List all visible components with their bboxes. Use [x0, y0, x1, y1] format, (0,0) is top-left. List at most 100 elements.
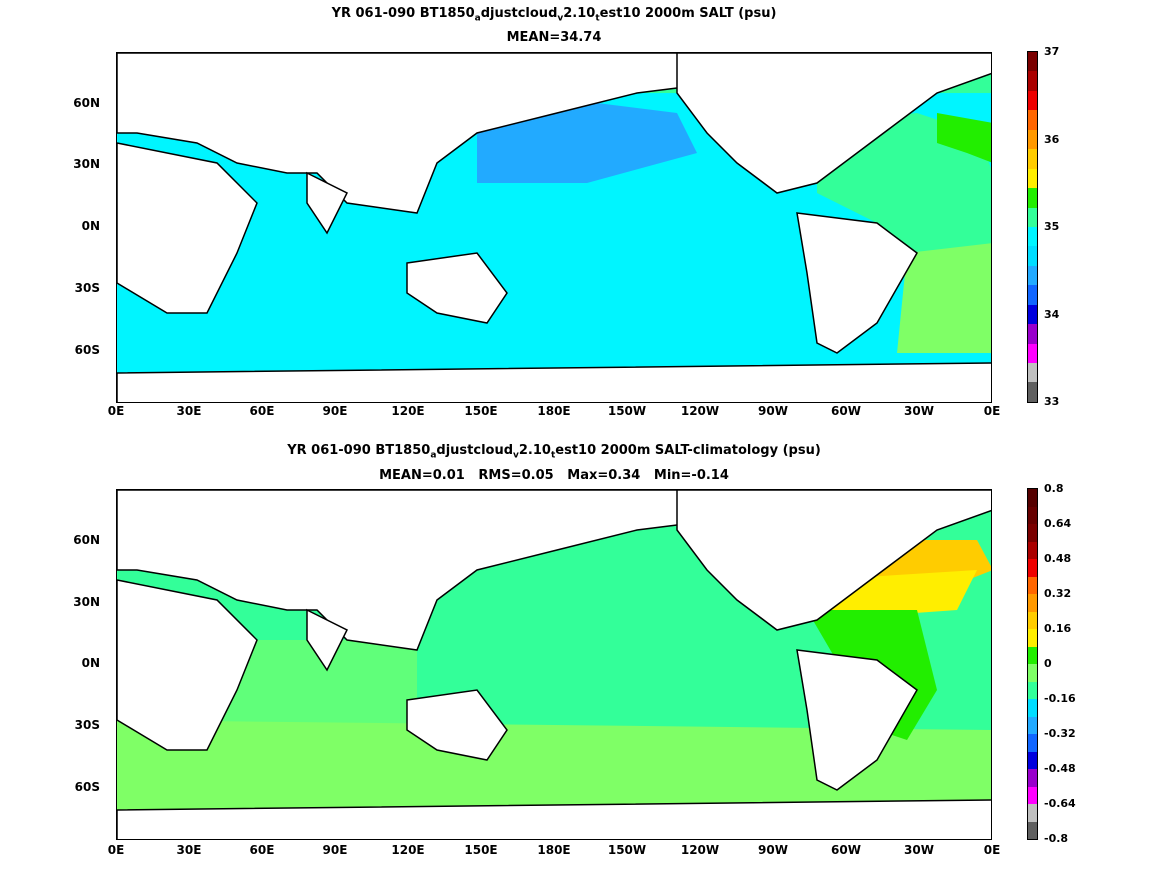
x-tick-label: 120W: [680, 843, 720, 857]
antarctica-land: [117, 362, 991, 402]
colorbar-label: 35: [1044, 220, 1060, 233]
x-tick-label: 150W: [607, 843, 647, 857]
colorbar-segment: [1028, 611, 1037, 629]
colorbar-segment: [1028, 734, 1037, 752]
south-america-land: [796, 649, 918, 791]
colorbar-label: -0.64: [1044, 797, 1076, 810]
map-plot-top: [116, 52, 992, 403]
y-tick-label: 0N: [81, 656, 100, 670]
colorbar-segment: [1028, 188, 1037, 208]
north-america-land: [676, 490, 991, 631]
chart-title-top: YR 061-090 BT1850adjustcloudv2.10test10 …: [331, 6, 777, 24]
colorbar-label: -0.48: [1044, 762, 1076, 775]
chart-title-bottom: YR 061-090 BT1850adjustcloudv2.10test10 …: [287, 443, 821, 461]
australia-land: [406, 252, 508, 324]
north-america-land: [676, 53, 991, 194]
colorbar-segment: [1028, 363, 1037, 383]
chart-subtitle-top: MEAN=34.74: [506, 30, 602, 45]
colorbar-segment: [1028, 246, 1037, 266]
colorbar-segment: [1028, 576, 1037, 594]
colorbar-segment: [1028, 285, 1037, 305]
x-tick-label: 180E: [537, 843, 571, 857]
australia-land: [406, 689, 508, 761]
colorbar-bottom: [1027, 488, 1038, 840]
y-tick-label: 60N: [73, 96, 100, 110]
africa-land: [117, 579, 258, 751]
colorbar-segment: [1028, 786, 1037, 804]
colorbar-segment: [1028, 821, 1037, 839]
x-tick-label: 90W: [758, 843, 788, 857]
y-tick-label: 30S: [74, 718, 100, 732]
north-pacific-blue: [477, 103, 697, 183]
x-tick-label: 30E: [176, 404, 202, 418]
x-tick-label: 150W: [607, 404, 647, 418]
colorbar-segment: [1028, 524, 1037, 542]
colorbar-segment: [1028, 90, 1037, 111]
colorbar-segment: [1028, 343, 1037, 363]
colorbar-label: 0.8: [1044, 482, 1064, 495]
colorbar-segment: [1028, 751, 1037, 769]
colorbar-segment: [1028, 506, 1037, 524]
colorbar-top: [1027, 51, 1038, 403]
colorbar-segment: [1028, 382, 1037, 402]
x-tick-label: 90E: [322, 843, 348, 857]
x-tick-label: 60E: [249, 404, 275, 418]
antarctica-land: [117, 799, 991, 839]
colorbar-segment: [1028, 681, 1037, 699]
y-tick-label: 60S: [74, 343, 100, 357]
colorbar-segment: [1028, 646, 1037, 664]
colorbar-segment: [1028, 304, 1037, 325]
x-tick-label: 0E: [107, 404, 125, 418]
colorbar-segment: [1028, 71, 1037, 91]
colorbar-segment: [1028, 769, 1037, 787]
colorbar-segment: [1028, 804, 1037, 822]
colorbar-segment: [1028, 149, 1037, 169]
africa-land: [117, 142, 258, 314]
y-tick-label: 30N: [73, 157, 100, 171]
y-tick-label: 60S: [74, 780, 100, 794]
colorbar-segment: [1028, 52, 1037, 72]
south-america-land: [796, 212, 918, 354]
colorbar-label: 0: [1044, 657, 1052, 670]
x-tick-label: 0E: [983, 404, 1001, 418]
colorbar-label: 36: [1044, 133, 1060, 146]
map-svg-bottom: [117, 490, 991, 839]
colorbar-segment: [1028, 699, 1037, 717]
colorbar-segment: [1028, 716, 1037, 734]
north-atlantic-high: [937, 113, 991, 163]
colorbar-segment: [1028, 265, 1037, 286]
colorbar-segment: [1028, 129, 1037, 150]
y-tick-label: 0N: [81, 219, 100, 233]
map-plot-bottom: [116, 489, 992, 840]
x-tick-label: 30W: [904, 843, 934, 857]
colorbar-segment: [1028, 664, 1037, 682]
x-tick-label: 60W: [831, 843, 861, 857]
x-tick-label: 120W: [680, 404, 720, 418]
colorbar-label: 0.64: [1044, 517, 1072, 530]
colorbar-segment: [1028, 324, 1037, 344]
x-tick-label: 150E: [464, 404, 498, 418]
y-tick-label: 30N: [73, 595, 100, 609]
colorbar-segment: [1028, 559, 1037, 577]
colorbar-segment: [1028, 489, 1037, 507]
colorbar-label: 0.16: [1044, 622, 1072, 635]
colorbar-label: 34: [1044, 308, 1060, 321]
map-svg-top: [117, 53, 991, 402]
colorbar-segment: [1028, 594, 1037, 612]
x-tick-label: 90W: [758, 404, 788, 418]
y-tick-label: 60N: [73, 533, 100, 547]
colorbar-segment: [1028, 226, 1037, 247]
x-tick-label: 120E: [391, 843, 425, 857]
colorbar-label: 37: [1044, 45, 1060, 58]
x-tick-label: 150E: [464, 843, 498, 857]
colorbar-label: -0.16: [1044, 692, 1076, 705]
y-tick-label: 30S: [74, 281, 100, 295]
colorbar-segment: [1028, 629, 1037, 647]
south-atlantic: [897, 243, 991, 353]
colorbar-segment: [1028, 110, 1037, 130]
colorbar-segment: [1028, 168, 1037, 189]
southern-ocean-band: [117, 720, 991, 810]
x-tick-label: 120E: [391, 404, 425, 418]
x-tick-label: 60E: [249, 843, 275, 857]
x-tick-label: 0E: [107, 843, 125, 857]
